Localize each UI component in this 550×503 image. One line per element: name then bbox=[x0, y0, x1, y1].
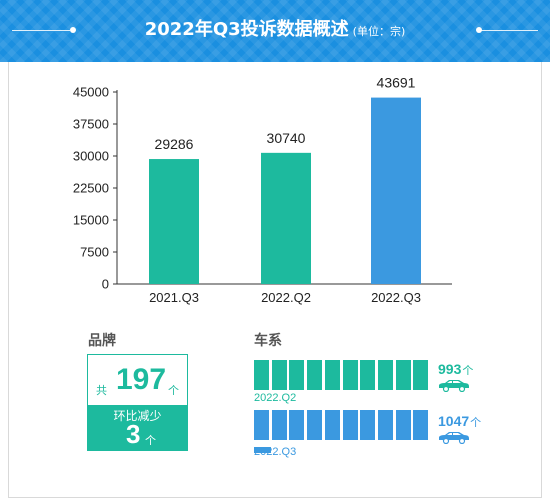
series-q2-value-wrap: 993个 bbox=[438, 361, 473, 378]
bar-value-label: 29286 bbox=[155, 136, 194, 152]
complaints-bar-chart: 0 7500 15000 22500 30000 37500 45000 29286 2021.… bbox=[73, 75, 452, 305]
y-tick-label: 7500 bbox=[80, 245, 109, 260]
bar-segment bbox=[360, 360, 376, 390]
header-right-line bbox=[480, 30, 538, 31]
y-tick-label: 30000 bbox=[73, 149, 109, 164]
series-q3-unit: 个 bbox=[470, 416, 482, 429]
series-q2-period: 2022.Q2 bbox=[254, 392, 297, 404]
y-tick-label: 0 bbox=[102, 277, 109, 292]
bar-segment bbox=[271, 410, 287, 440]
bar-segment bbox=[377, 360, 393, 390]
x-tick-label: 2022.Q2 bbox=[261, 290, 311, 305]
series-q2-bar bbox=[254, 360, 430, 390]
series-q3-value-wrap: 1047个 bbox=[438, 413, 481, 430]
bar-segment bbox=[413, 410, 429, 440]
y-tick-label: 37500 bbox=[73, 117, 109, 132]
series-q3-value: 1047 bbox=[438, 413, 470, 429]
bar-segment bbox=[271, 360, 287, 390]
car-icon bbox=[439, 432, 469, 444]
header-left-line bbox=[12, 30, 70, 31]
page-title-text: 2022年Q3投诉数据概述 bbox=[144, 19, 349, 40]
brand-total-value: 197 bbox=[116, 363, 167, 396]
bar-segment bbox=[377, 410, 393, 440]
brand-section-title: 品牌 bbox=[88, 333, 116, 349]
page-title-unit: (单位：宗) bbox=[352, 25, 406, 38]
series-q2-unit: 个 bbox=[462, 364, 474, 377]
brand-total-prefix: 共 bbox=[96, 384, 107, 397]
header-right-dot bbox=[476, 27, 482, 33]
bar-segment bbox=[360, 410, 376, 440]
bar-2022.Q2 bbox=[261, 152, 311, 284]
x-tick-label: 2022.Q3 bbox=[371, 290, 421, 305]
brand-change-value: 3 bbox=[126, 419, 141, 449]
bar-segment-extra bbox=[254, 447, 271, 453]
y-tick-label: 22500 bbox=[73, 181, 109, 196]
car-icon bbox=[439, 380, 469, 392]
brand-change-panel: 环比减少 3 个 bbox=[88, 405, 187, 450]
bar-segment bbox=[395, 410, 411, 440]
series-q3-bar bbox=[254, 410, 430, 453]
bar-segment bbox=[395, 360, 411, 390]
bar-2021.Q3 bbox=[149, 159, 199, 284]
bar-segment bbox=[307, 360, 323, 390]
series-section-title: 车系 bbox=[254, 333, 282, 349]
series-q3-period: 2022.Q3 bbox=[254, 446, 297, 458]
y-tick-label: 45000 bbox=[73, 85, 109, 100]
bar-segment bbox=[324, 360, 340, 390]
brand-stat-card: 共 197 个 环比减少 3 个 bbox=[87, 354, 188, 451]
series-q2-value: 993 bbox=[438, 361, 462, 377]
brand-total-unit: 个 bbox=[168, 384, 179, 397]
content-frame bbox=[8, 62, 542, 498]
bar-segment bbox=[342, 410, 358, 440]
bar-segment bbox=[342, 360, 358, 390]
bar-value-label: 43691 bbox=[377, 75, 416, 91]
brand-total-panel: 共 197 个 bbox=[88, 355, 187, 405]
brand-change-unit: 个 bbox=[145, 434, 156, 447]
header-left-dot bbox=[70, 27, 76, 33]
bar-segment bbox=[307, 410, 323, 440]
bar-segment bbox=[254, 410, 269, 440]
brand-change-label: 环比减少 bbox=[113, 409, 162, 423]
header-banner: 2022年Q3投诉数据概述 (单位：宗) bbox=[0, 0, 550, 62]
bar-value-label: 30740 bbox=[267, 130, 306, 146]
bar-2022.Q3 bbox=[371, 97, 421, 284]
bar-segment bbox=[289, 360, 305, 390]
y-tick-label: 15000 bbox=[73, 213, 109, 228]
page-title: 2022年Q3投诉数据概述 (单位：宗) bbox=[0, 18, 550, 44]
bar-segment bbox=[413, 360, 429, 390]
bar-segment bbox=[324, 410, 340, 440]
bar-segment bbox=[289, 410, 305, 440]
bar-segment bbox=[254, 360, 269, 390]
x-tick-label: 2021.Q3 bbox=[149, 290, 199, 305]
